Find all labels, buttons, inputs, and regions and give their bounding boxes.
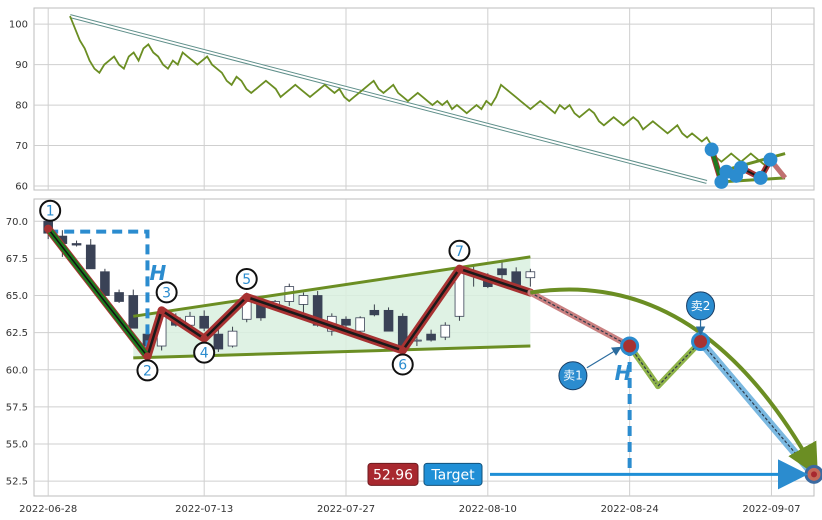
pattern-point-label: 7: [455, 244, 464, 260]
pattern-point-label: 5: [242, 272, 251, 288]
main-y-axis: 52.5 55.0 57.5 60.0 62.5 65.0 67.5 70.0: [6, 217, 28, 488]
pattern-point-label: 4: [200, 346, 209, 362]
projection-segment-core: [629, 345, 659, 387]
target-value: 52.96: [373, 467, 413, 483]
target-label: Target: [430, 467, 475, 483]
candle-body: [71, 243, 82, 246]
pattern-point-label: 3: [162, 285, 171, 301]
candle-body: [497, 268, 507, 276]
main-x-tick-label: 2022-07-27: [317, 504, 375, 515]
pattern-point-badge: [391, 353, 414, 376]
sell-point-marker: [691, 332, 711, 352]
overview-pattern-point: [763, 152, 778, 167]
candle-body: [114, 292, 124, 302]
pattern-point-badge: [235, 268, 258, 291]
overview-gridlines: [34, 8, 814, 190]
main-y-tick-label: 62.5: [6, 328, 28, 339]
main-x-tick-label: 2022-08-10: [459, 504, 517, 515]
candle-body: [128, 295, 139, 329]
overview-y-axis: 60 70 80 90 100: [9, 20, 28, 193]
main-y-tick-label: 70.0: [6, 217, 28, 228]
pattern-point-badge: [136, 359, 159, 382]
target-point-core: [811, 471, 817, 478]
target-value-badge: [367, 462, 419, 486]
overview-y-tick-label: 80: [15, 101, 28, 112]
pattern-point-label: 1: [46, 204, 55, 220]
sell-badge-label: 卖1: [563, 369, 583, 383]
main-y-tick-label: 52.5: [6, 477, 28, 488]
main-plot: H H 1 2 3 4 5 6 7 卖1 卖2 52.96 Target: [39, 199, 822, 490]
pattern-vertex: [200, 334, 209, 343]
projection-segment-core: [657, 341, 701, 387]
candle-body: [355, 317, 365, 332]
candle-body: [440, 324, 451, 338]
main-x-axis: 2022-06-28 2022-07-13 2022-07-27 2022-08-10…: [19, 504, 800, 515]
projection-curve-arrow: [530, 287, 818, 477]
candle-body: [525, 271, 536, 279]
candle-body: [383, 309, 394, 332]
pattern-core: [47, 227, 531, 358]
main-y-tick-label: 57.5: [6, 402, 28, 413]
main-y-tick-label: 55.0: [6, 440, 28, 451]
overview-y-tick-label: 70: [15, 141, 28, 152]
pattern-vertex: [143, 352, 152, 361]
pattern-vertex: [242, 293, 251, 302]
candle-body: [85, 244, 96, 270]
pattern-first-leg-core: [47, 228, 149, 357]
pattern-vertex: [44, 224, 53, 233]
main-y-tick-label: 67.5: [6, 254, 28, 265]
overview-pattern-point: [753, 170, 768, 185]
sell-badge: [558, 361, 588, 391]
main-y-tick-label: 65.0: [6, 291, 28, 302]
main-x-tick-label: 2022-06-28: [19, 504, 77, 515]
candle-body: [213, 333, 224, 350]
overview-pattern-point: [704, 142, 719, 157]
overview-plot: [69, 14, 788, 189]
sell-badge-label: 卖2: [691, 299, 711, 313]
main-panel: 52.5 55.0 57.5 60.0 62.5 65.0 67.5 70.0 2022-06…: [6, 198, 822, 515]
projection-segment-core: [530, 292, 630, 347]
overview-y-tick-label: 90: [15, 60, 28, 71]
height-measure-line: [48, 229, 150, 357]
height-label: H: [149, 261, 166, 285]
overview-overlay-line-inner: [69, 15, 707, 183]
candle-body: [298, 295, 309, 305]
overview-panel: 60 70 80 90 100: [9, 7, 815, 193]
candle-body: [369, 309, 380, 316]
target-label-badge: [423, 462, 483, 486]
main-y-tick-label: 60.0: [6, 365, 28, 376]
sell-point-marker: [620, 336, 640, 356]
pattern-point-badge: [193, 341, 216, 364]
pattern-point-label: 2: [143, 363, 152, 379]
pattern-point-label: 6: [398, 357, 407, 373]
candle-body: [227, 330, 238, 347]
main-x-tick-label: 2022-07-13: [175, 504, 233, 515]
sell-badge: [686, 291, 716, 321]
candle-body: [341, 318, 351, 326]
main-x-tick-label: 2022-08-24: [601, 504, 659, 515]
pattern-point-badge: [39, 199, 62, 222]
pattern-vertex: [398, 346, 407, 355]
sell-point-pointer: [586, 346, 622, 369]
overview-y-tick-label: 60: [15, 181, 28, 192]
main-x-tick-label: 2022-09-07: [742, 504, 800, 515]
candle-body: [199, 315, 209, 329]
pattern-point-badge: [155, 281, 178, 304]
pattern-point-badge: [448, 239, 471, 262]
pattern-vertex: [157, 306, 166, 315]
overview-price-line: [69, 15, 767, 167]
candle-body: [426, 333, 436, 341]
overview-pattern-point: [734, 160, 749, 175]
overview-y-tick-label: 100: [9, 20, 28, 31]
pattern-vertex: [455, 264, 464, 273]
projection-height-label: H: [615, 361, 632, 385]
